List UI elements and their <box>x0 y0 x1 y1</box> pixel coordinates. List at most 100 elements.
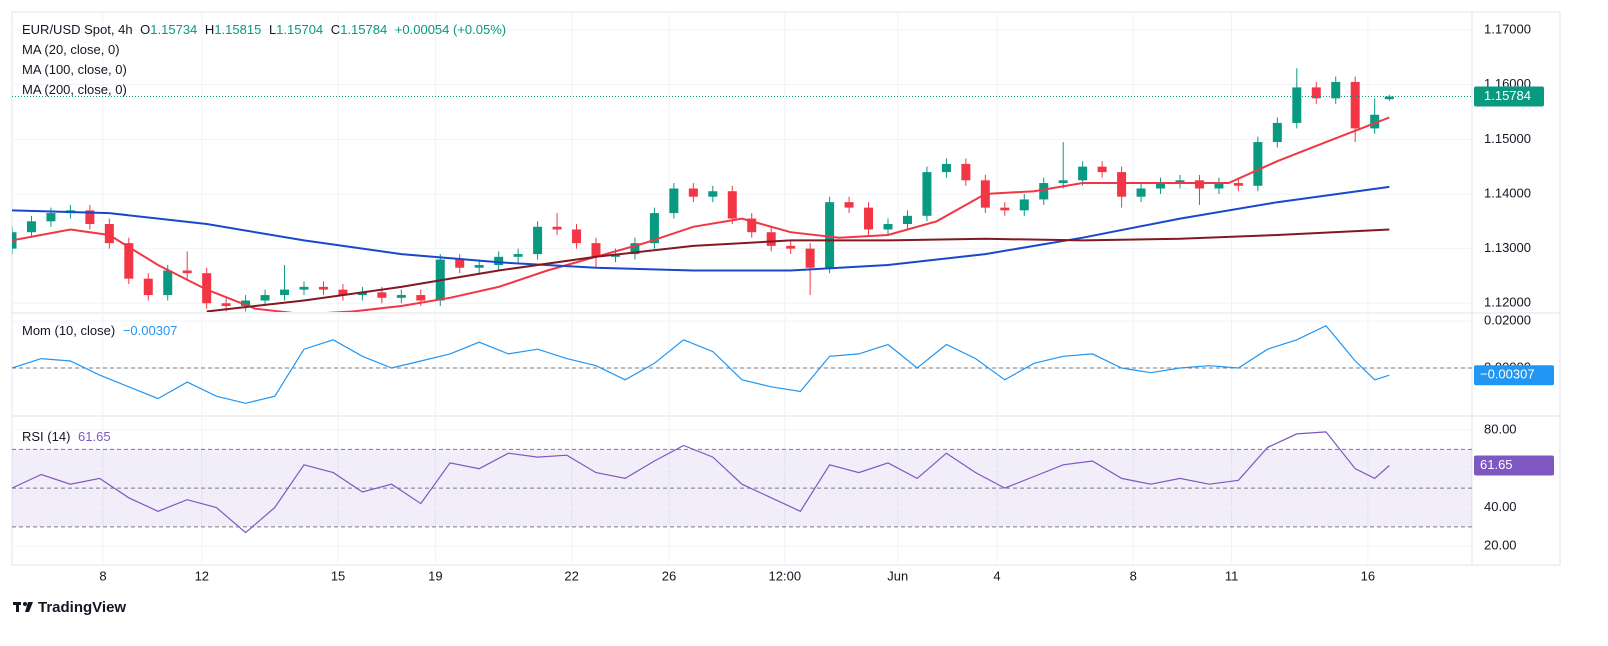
y-tick-label: 0.02000 <box>1484 312 1531 327</box>
candle-body <box>513 254 523 257</box>
candle-body <box>961 163 971 181</box>
candle-body <box>1039 183 1049 200</box>
mom-value: −0.00307 <box>122 323 178 338</box>
candle-body <box>1370 114 1380 129</box>
mom-title: Mom (10, close) <box>22 323 116 338</box>
logo <box>13 602 33 612</box>
rsi-title: RSI (14) <box>22 429 71 444</box>
candle-body <box>338 289 348 296</box>
candle-body <box>805 248 815 268</box>
candle-body <box>844 202 854 208</box>
ma-line <box>12 185 1390 272</box>
candle-body <box>591 243 601 257</box>
brand: TradingView <box>38 599 126 616</box>
x-tick-label: 8 <box>99 568 106 583</box>
candle-body <box>786 245 796 249</box>
rsi-legend: RSI (14) 61.65 <box>22 429 115 445</box>
y-tick-label: 1.17000 <box>1484 21 1531 36</box>
candle-body <box>688 188 698 197</box>
candle-body <box>533 226 543 255</box>
candle-body <box>221 303 231 306</box>
legend-entry: MA (100, close, 0) <box>22 62 127 77</box>
candle-body <box>1019 199 1029 211</box>
value-tag <box>1474 455 1554 476</box>
candle-body <box>630 243 640 255</box>
candle-body <box>163 270 173 296</box>
candle-body <box>1078 166 1088 181</box>
candle-body <box>1000 207 1010 211</box>
candle-body <box>552 226 562 230</box>
candle-body <box>26 221 36 233</box>
candle-body <box>669 188 679 214</box>
candle-body <box>1136 188 1146 197</box>
y-tick-label: 1.12000 <box>1484 295 1531 310</box>
candle-body <box>124 243 134 279</box>
ohlc-value: 1.15784 <box>340 22 388 37</box>
candle-body <box>494 256 504 266</box>
value-tag-label: −0.00307 <box>1480 367 1535 382</box>
candle-body <box>1272 122 1282 143</box>
candle-body <box>182 270 192 274</box>
candle-body <box>85 210 95 225</box>
candle-body <box>864 207 874 230</box>
candle-body <box>941 163 951 173</box>
x-tick-label: 11 <box>1225 568 1239 583</box>
pane <box>12 429 1472 547</box>
candle-body <box>280 289 290 296</box>
ohlc-label: H <box>204 22 215 37</box>
y-tick-label: 20.00 <box>1484 538 1517 553</box>
candle-body <box>416 295 426 301</box>
x-tick-label: 15 <box>331 568 345 583</box>
indicator-line <box>12 324 1390 404</box>
indicator-line <box>12 431 1390 534</box>
candle-body <box>1156 183 1166 189</box>
ohlc-value: 1.15734 <box>150 22 198 37</box>
candle-body <box>766 232 776 246</box>
x-tick-label: 22 <box>564 568 578 583</box>
candle-body <box>377 292 387 298</box>
candle-body <box>708 191 718 197</box>
y-tick-label: 80.00 <box>1484 421 1517 436</box>
ma-line <box>12 116 1390 312</box>
candle-body <box>1331 81 1341 99</box>
candle-body <box>825 202 835 268</box>
candle-body <box>1384 96 1394 100</box>
candle-body <box>1058 180 1068 184</box>
candle-body <box>455 259 465 268</box>
candle-body <box>241 300 251 306</box>
x-tick-label: 12:00 <box>769 568 802 583</box>
value-tag <box>1474 365 1554 386</box>
x-tick-label: Jun <box>887 568 908 583</box>
candle-body <box>922 172 932 216</box>
y-tick-label: 40.00 <box>1484 499 1517 514</box>
price-tag-label: 1.15784 <box>1484 88 1531 103</box>
x-tick-label: 8 <box>1130 568 1137 583</box>
candle-body <box>649 213 659 244</box>
candle-body <box>727 191 737 219</box>
candle-body <box>1194 180 1204 189</box>
ohlc-label: O <box>140 22 151 37</box>
candle-body <box>357 292 367 296</box>
symbol: EUR/USD Spot, 4h <box>22 22 133 37</box>
candle-body <box>1350 81 1360 129</box>
candle-body <box>902 215 912 225</box>
ohlc-label: C <box>330 22 341 37</box>
ohlc-value: 1.15815 <box>214 22 262 37</box>
candle-body <box>143 278 153 296</box>
candle-body <box>1253 142 1263 186</box>
price-tag <box>1474 86 1544 107</box>
header: EUR/USD Spot, 4h O1.15734 H1.15815 L1.15… <box>22 22 510 38</box>
candle-body <box>1117 172 1127 197</box>
candle-body <box>1214 183 1224 189</box>
ma-line <box>206 228 1390 312</box>
y-tick-label: 1.14000 <box>1484 185 1531 200</box>
candle-body <box>396 295 406 298</box>
y-tick-label: 1.15000 <box>1484 131 1531 146</box>
candle-body <box>202 273 212 304</box>
x-tick-label: 19 <box>428 568 442 583</box>
candle-body <box>1097 166 1107 173</box>
candle-body <box>572 229 582 244</box>
candle-body <box>260 295 270 301</box>
ohlc-value: 1.15704 <box>276 22 324 37</box>
